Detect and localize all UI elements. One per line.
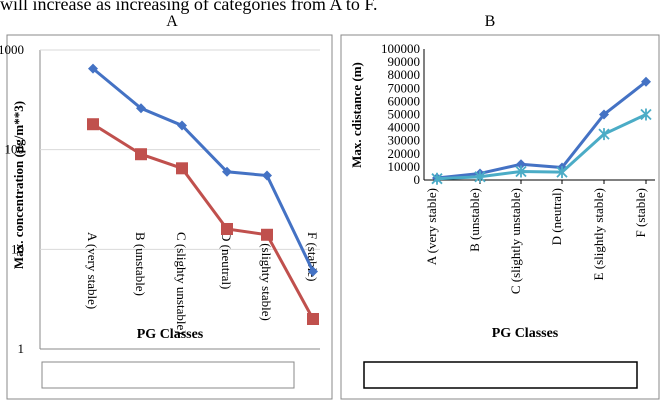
data-point-b-fgdb <box>598 128 610 141</box>
series-line-b-fgdb <box>436 113 647 181</box>
x-tick-label-b: C (slightly unstable) <box>508 188 523 294</box>
y-tick-label-a: 1 <box>18 341 25 356</box>
x-tick-label-a: E (slighty stable) <box>259 232 274 321</box>
y-tick-label-a: 10 <box>11 241 24 256</box>
y-tick-label-a: 1000 <box>0 42 24 57</box>
data-point-b-fgdb <box>556 166 568 179</box>
data-point-b-so2 <box>599 109 609 120</box>
y-axis-label-b: Max. cdistance (m) <box>349 62 364 168</box>
data-point-a-fgdb <box>307 312 319 325</box>
data-point-b-fgdb <box>515 165 527 178</box>
data-point-a-so2 <box>88 63 98 74</box>
data-point-a-so2 <box>136 103 146 114</box>
series-line-b-so2 <box>436 80 647 180</box>
y-tick-label-b: 40000 <box>388 120 421 135</box>
x-axis-label-a: PG Classes <box>137 327 204 342</box>
y-axis-label-a: Max. concentration (µg/m**3) <box>11 101 26 269</box>
y-tick-label-b: 50000 <box>388 107 421 122</box>
page-text-fragment: will increase as increasing of categorie… <box>0 0 378 14</box>
data-point-a-so2 <box>222 166 232 177</box>
x-tick-label-a: C (slighty unstable) <box>174 232 189 335</box>
y-tick-label-b: 70000 <box>388 80 421 95</box>
data-point-b-fgdb <box>431 172 443 185</box>
series-line-a-fgdb <box>92 122 315 320</box>
x-tick-label-b: F (stable) <box>633 188 648 237</box>
y-tick-label-b: 60000 <box>388 93 421 108</box>
series-line-a-so2 <box>92 67 315 273</box>
x-tick-label-a: F (stable) <box>305 232 320 281</box>
data-point-a-fgdb <box>176 162 188 175</box>
x-tick-label-a: A (very stable) <box>85 232 100 309</box>
y-tick-label-b: 20000 <box>388 146 421 161</box>
y-tick-label-b: 10000 <box>388 159 421 174</box>
x-tick-label-b: B (unstable) <box>467 188 482 252</box>
chart-a: 1 10 100 1000 A (very stable) B (unstable) C (… <box>0 42 320 382</box>
data-point-a-fgdb <box>261 228 273 241</box>
chart-a-frame <box>6 34 333 400</box>
panel-label-a: A <box>166 13 178 30</box>
y-tick-label-b: 90000 <box>388 54 421 69</box>
data-point-b-fgdb <box>640 108 652 121</box>
x-tick-label-a: B (unstable) <box>133 232 148 296</box>
data-point-a-fgdb <box>87 118 99 131</box>
data-point-b-so2 <box>516 159 526 170</box>
x-tick-label-a: D (neutral) <box>219 232 234 289</box>
data-point-b-fgdb <box>474 170 486 183</box>
x-tick-label-b: E (slightly stable) <box>591 188 606 280</box>
panel-label-b: B <box>484 13 496 30</box>
chart-b-frame <box>340 34 660 400</box>
data-point-a-so2 <box>177 120 187 131</box>
data-point-b-so2 <box>641 76 651 87</box>
data-point-a-fgdb <box>221 222 233 235</box>
y-tick-label-b: 30000 <box>388 133 421 148</box>
x-tick-label-b: D (neutral) <box>549 188 564 245</box>
y-tick-label-a: 100 <box>5 142 25 157</box>
y-tick-label-b: 80000 <box>388 67 421 82</box>
data-point-a-so2 <box>262 170 272 181</box>
data-point-a-so2 <box>308 266 318 277</box>
legend-a-box <box>41 361 295 389</box>
y-tick-label-b: 100000 <box>381 41 420 56</box>
legend-b-box <box>363 361 638 389</box>
x-axis-label-b: PG Classes <box>492 326 559 341</box>
y-tick-label-b: 0 <box>414 172 421 187</box>
x-tick-label-b: A (very stable) <box>424 188 439 265</box>
data-point-a-fgdb <box>135 148 147 161</box>
